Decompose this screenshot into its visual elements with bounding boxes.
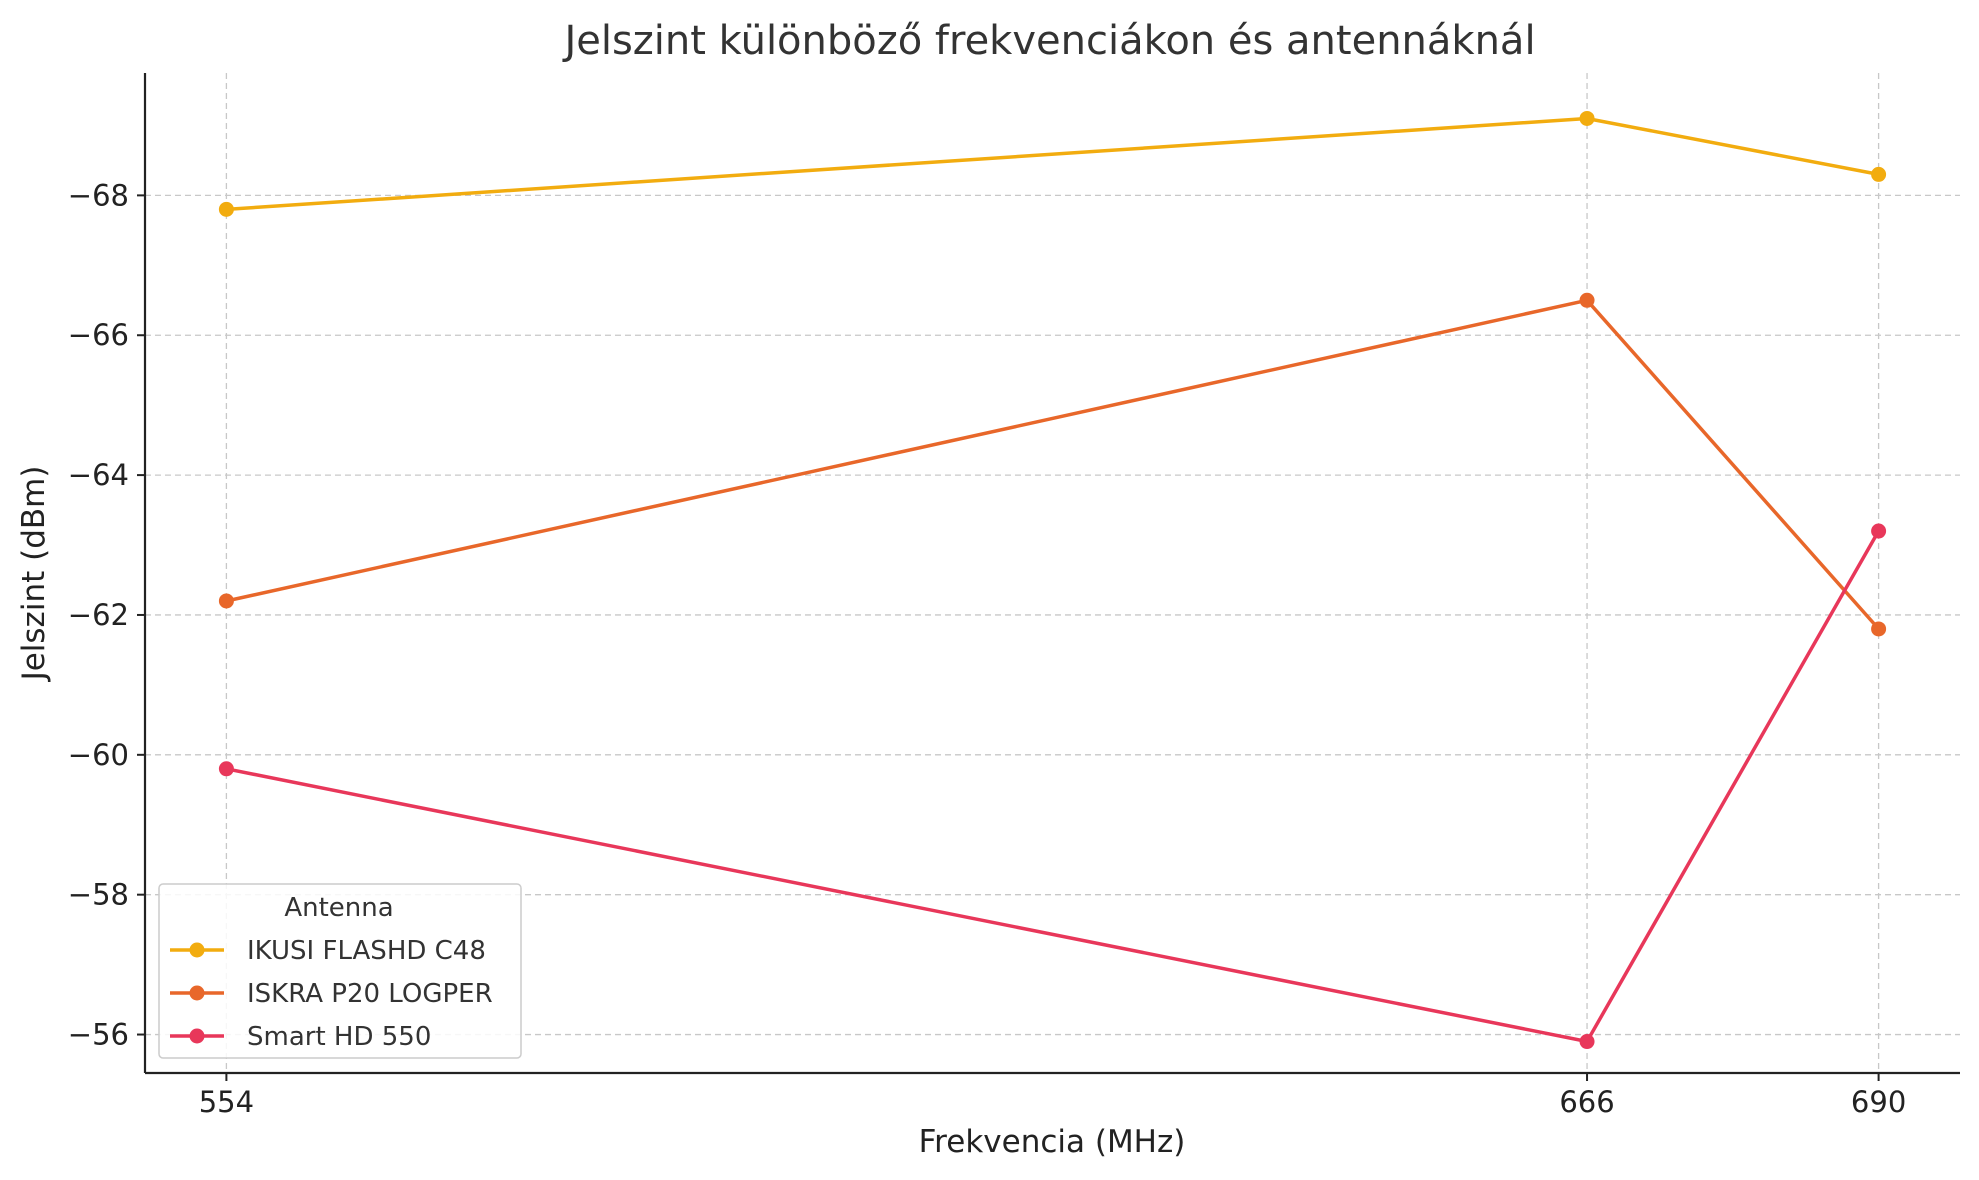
legend: Antenna IKUSI FLASHD C48 ISKRA P20 LOGPER… [158, 883, 522, 1059]
y-axis-label: Jelszint (dBm) [16, 466, 52, 683]
y-tick-label: −58 [68, 878, 129, 912]
legend-label: IKUSI FLASHD C48 [247, 936, 486, 966]
series-1 [218, 110, 1887, 217]
series-group [218, 110, 1887, 1050]
x-axis-label: Frekvencia (MHz) [919, 1124, 1186, 1160]
x-tick-label: 666 [1559, 1085, 1614, 1119]
y-tick-label: −56 [68, 1018, 129, 1052]
data-point [1871, 621, 1887, 637]
chart-title: Jelszint különböző frekvenciákon és ante… [561, 18, 1535, 64]
legend-entry: ISKRA P20 LOGPER [170, 979, 493, 1009]
data-point [218, 761, 234, 777]
data-point [1579, 1034, 1595, 1050]
legend-marker [189, 985, 205, 1001]
y-tick-label: −60 [68, 738, 129, 772]
x-tick-label: 554 [199, 1085, 254, 1119]
legend-label: Smart HD 550 [247, 1022, 431, 1052]
legend-marker [189, 1028, 205, 1044]
series-2 [218, 292, 1887, 637]
x-tick-label: 690 [1851, 1085, 1906, 1119]
data-point [1579, 292, 1595, 308]
data-point [1871, 166, 1887, 182]
legend-entry: Smart HD 550 [170, 1022, 431, 1052]
legend-label: ISKRA P20 LOGPER [247, 979, 493, 1009]
legend-marker [189, 942, 205, 958]
legend-title: Antenna [284, 893, 393, 923]
axes [143, 73, 1960, 1075]
legend-entries: IKUSI FLASHD C48 ISKRA P20 LOGPER Smart HD… [170, 936, 493, 1052]
data-point [218, 201, 234, 217]
legend-box [158, 883, 522, 1059]
y-tick-label: −66 [68, 318, 129, 352]
data-point [218, 593, 234, 609]
y-tick-label: −62 [68, 598, 129, 632]
y-tick-label: −68 [68, 178, 129, 212]
y-tick-label: −64 [68, 458, 129, 492]
ticks: 554 666 690 −68 −66 −64 −62 −60 −58 −56 [68, 178, 1906, 1119]
data-point [1871, 523, 1887, 539]
legend-entry: IKUSI FLASHD C48 [170, 936, 486, 966]
data-point [1579, 110, 1595, 126]
series-3 [218, 523, 1887, 1050]
series-line [224, 298, 1881, 631]
